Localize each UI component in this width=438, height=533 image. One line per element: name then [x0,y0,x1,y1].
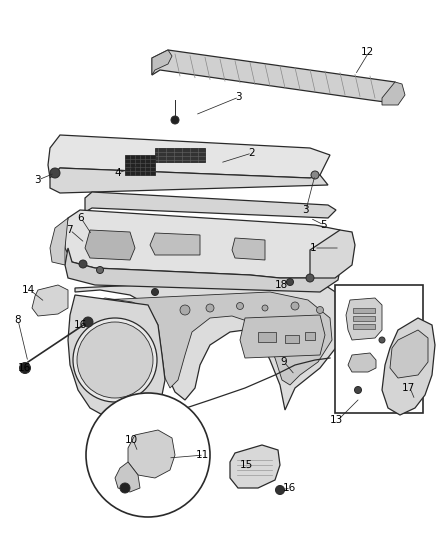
Text: 15: 15 [240,460,253,470]
Text: 10: 10 [125,435,138,445]
Bar [353,316,375,321]
Text: 2: 2 [248,148,254,158]
Circle shape [286,279,293,286]
Polygon shape [348,353,376,372]
Text: 1: 1 [310,243,317,253]
Polygon shape [152,50,172,75]
Text: 17: 17 [402,383,415,393]
Bar [285,335,299,343]
Polygon shape [100,292,332,388]
Polygon shape [382,82,405,105]
Polygon shape [155,148,205,162]
Text: 18: 18 [275,280,288,290]
Circle shape [50,168,60,178]
Text: 13: 13 [330,415,343,425]
Polygon shape [128,430,175,478]
Circle shape [171,116,179,124]
Text: 16: 16 [18,363,31,373]
Bar [353,324,375,329]
Polygon shape [346,298,382,340]
Circle shape [77,322,153,398]
Bar [335,285,423,413]
Polygon shape [75,278,345,410]
Text: 8: 8 [14,315,21,325]
Circle shape [79,260,87,268]
Text: 6: 6 [77,213,84,223]
Bar [353,308,375,313]
Polygon shape [85,230,135,260]
Circle shape [262,305,268,311]
Circle shape [237,303,244,310]
Polygon shape [65,210,342,278]
Text: 16: 16 [283,483,296,493]
Polygon shape [390,330,428,378]
Polygon shape [48,135,330,178]
Circle shape [306,274,314,282]
Polygon shape [85,192,336,218]
Polygon shape [310,230,355,278]
Text: 3: 3 [302,205,309,215]
Polygon shape [65,248,342,292]
Circle shape [96,266,103,273]
Polygon shape [382,318,435,415]
Text: 14: 14 [22,285,35,295]
Text: 3: 3 [235,92,242,102]
Text: 3: 3 [34,175,41,185]
Polygon shape [232,238,265,260]
Text: 11: 11 [196,450,209,460]
Polygon shape [230,445,280,488]
Text: 9: 9 [280,357,286,367]
Circle shape [83,317,93,327]
Bar [305,332,315,340]
Text: 4: 4 [114,168,120,178]
Bar [258,332,276,342]
Text: 12: 12 [361,47,374,57]
Text: 5: 5 [320,220,327,230]
Circle shape [311,171,319,179]
Circle shape [291,302,299,310]
Circle shape [379,337,385,343]
Polygon shape [115,462,140,492]
Circle shape [180,305,190,315]
Polygon shape [68,295,165,420]
Polygon shape [50,168,328,193]
Circle shape [20,362,31,374]
Text: 16: 16 [74,320,87,330]
Polygon shape [32,285,68,316]
Circle shape [206,304,214,312]
Circle shape [152,288,159,295]
Polygon shape [152,50,398,102]
Circle shape [86,393,210,517]
Polygon shape [50,218,68,265]
Circle shape [317,306,324,313]
Polygon shape [150,233,200,255]
Text: 7: 7 [66,225,73,235]
Circle shape [354,386,361,393]
Circle shape [120,483,130,493]
Polygon shape [240,315,325,358]
Circle shape [73,318,157,402]
Polygon shape [125,155,155,175]
Circle shape [276,486,285,495]
